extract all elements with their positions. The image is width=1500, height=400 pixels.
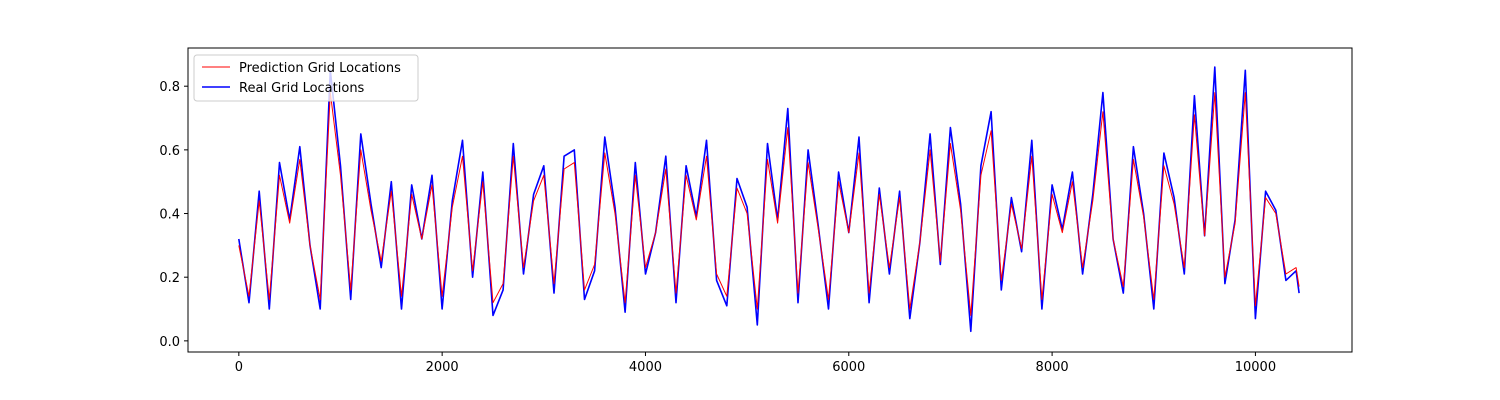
series-layer: [238, 66, 1300, 333]
legend: Prediction Grid Locations Real Grid Loca…: [193, 54, 419, 102]
series-line-prediction: [238, 92, 1300, 316]
plot-frame: [187, 47, 1353, 353]
x-tick-label: 6000: [832, 360, 865, 375]
x-tick-label: 0: [235, 360, 243, 375]
y-tick-label: 0.8: [159, 80, 180, 95]
x-axis: 0 2000 4000 6000 8000 10000: [235, 352, 1276, 375]
x-tick-label: 2000: [426, 360, 459, 375]
x-tick-label: 8000: [1036, 360, 1069, 375]
legend-label-prediction: Prediction Grid Locations: [239, 61, 401, 76]
legend-box: [193, 54, 419, 102]
y-tick-label: 0.0: [159, 335, 180, 350]
y-tick-label: 0.4: [159, 208, 180, 223]
y-tick-label: 0.2: [159, 271, 180, 286]
x-tick-label: 10000: [1235, 360, 1276, 375]
y-axis: 0.0 0.2 0.4 0.6 0.8: [159, 80, 188, 350]
x-tick-label: 4000: [629, 360, 662, 375]
y-tick-label: 0.6: [159, 144, 180, 159]
legend-label-real: Real Grid Locations: [239, 81, 365, 96]
